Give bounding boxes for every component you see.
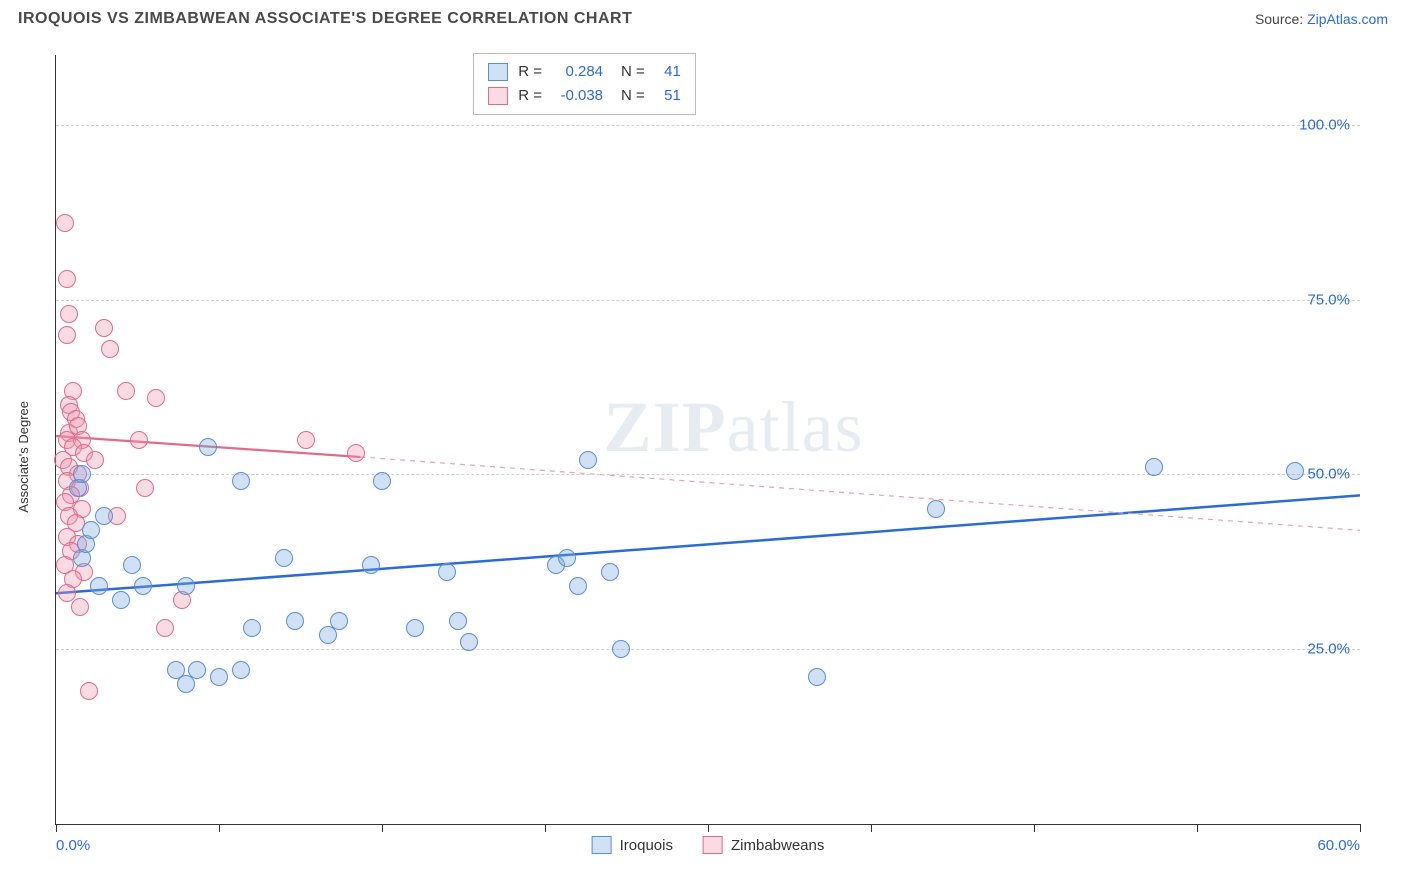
stats-row-iroquois: R = 0.284 N = 41 [488,60,681,84]
gridline [56,649,1360,650]
data-point [558,549,576,567]
data-point [362,556,380,574]
legend-item-iroquois: Iroquois [592,836,673,854]
data-point [71,598,89,616]
data-point [58,326,76,344]
legend-item-zimbabweans: Zimbabweans [703,836,824,854]
x-tick [1034,824,1035,832]
source-link[interactable]: ZipAtlas.com [1307,11,1388,27]
data-point [347,444,365,462]
data-point [95,507,113,525]
correlation-chart: Associate's Degree ZIPatlas R = 0.284 N … [55,55,1360,825]
x-tick [1197,824,1198,832]
swatch-zimbabweans [703,836,723,854]
data-point [210,668,228,686]
source-label: Source: [1255,11,1303,27]
data-point [286,612,304,630]
data-point [601,563,619,581]
data-point [199,438,217,456]
data-point [232,661,250,679]
data-point [56,214,74,232]
stats-row-zimbabweans: R = -0.038 N = 51 [488,84,681,108]
data-point [612,640,630,658]
gridline [56,125,1360,126]
data-point [438,563,456,581]
data-point [73,465,91,483]
chart-title: IROQUOIS VS ZIMBABWEAN ASSOCIATE'S DEGRE… [18,10,632,28]
data-point [90,577,108,595]
swatch-iroquois [488,63,508,81]
data-point [330,612,348,630]
data-point [101,340,119,358]
y-axis-label: Associate's Degree [16,401,31,513]
x-tick [708,824,709,832]
data-point [82,521,100,539]
data-point [147,389,165,407]
x-tick [382,824,383,832]
data-point [58,270,76,288]
data-point [134,577,152,595]
data-point [136,479,154,497]
x-tick [1360,824,1361,832]
data-point [86,451,104,469]
gridline [56,300,1360,301]
data-point [177,577,195,595]
chart-header: IROQUOIS VS ZIMBABWEAN ASSOCIATE'S DEGRE… [0,0,1406,36]
data-point [117,382,135,400]
data-point [188,661,206,679]
data-point [1145,458,1163,476]
series-legend: Iroquois Zimbabweans [592,836,825,854]
gridline [56,474,1360,475]
x-tick [545,824,546,832]
data-point [243,619,261,637]
data-point [156,619,174,637]
data-point [297,431,315,449]
data-point [123,556,141,574]
trend-lines [56,55,1360,824]
data-point [60,305,78,323]
x-tick [56,824,57,832]
y-tick-label: 75.0% [1307,291,1350,308]
data-point [1286,462,1304,480]
data-point [569,577,587,595]
data-point [927,500,945,518]
x-tick-label: 60.0% [1317,837,1360,854]
data-point [130,431,148,449]
data-point [112,591,130,609]
x-tick [219,824,220,832]
data-point [808,668,826,686]
y-tick-label: 100.0% [1299,116,1350,133]
data-point [460,633,478,651]
data-point [373,472,391,490]
watermark: ZIPatlas [604,386,864,469]
data-point [579,451,597,469]
data-point [275,549,293,567]
swatch-iroquois [592,836,612,854]
data-point [80,682,98,700]
x-tick-label: 0.0% [56,837,90,854]
data-point [232,472,250,490]
stats-legend: R = 0.284 N = 41 R = -0.038 N = 51 [473,53,696,115]
data-point [95,319,113,337]
swatch-zimbabweans [488,87,508,105]
source-attribution: Source: ZipAtlas.com [1255,11,1388,27]
y-tick-label: 25.0% [1307,641,1350,658]
y-tick-label: 50.0% [1307,466,1350,483]
x-tick [871,824,872,832]
data-point [406,619,424,637]
data-point [449,612,467,630]
